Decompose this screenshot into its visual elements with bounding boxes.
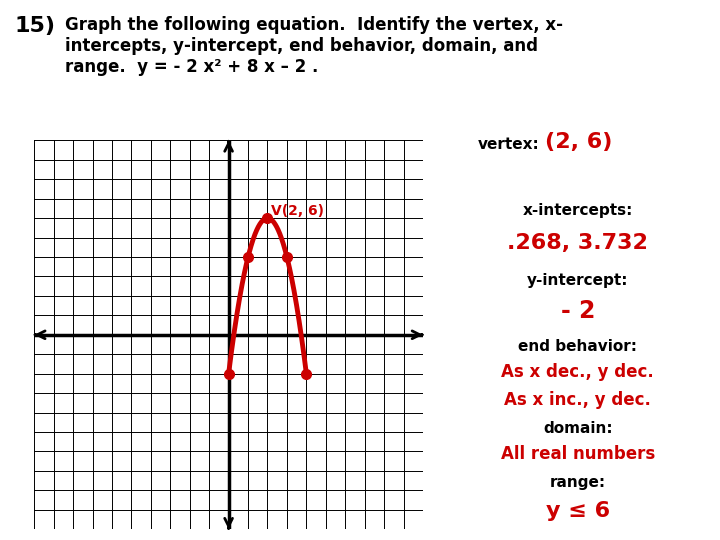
Text: domain:: domain:	[543, 421, 613, 436]
Text: - 2: - 2	[561, 299, 595, 323]
Text: .268, 3.732: .268, 3.732	[508, 233, 648, 253]
Text: (2, 6): (2, 6)	[546, 132, 613, 152]
Text: y ≤ 6: y ≤ 6	[546, 502, 610, 522]
Text: x-intercepts:: x-intercepts:	[523, 203, 633, 218]
Text: 15): 15)	[14, 16, 55, 36]
Text: range:: range:	[550, 475, 606, 490]
Text: Graph the following equation.  Identify the vertex, x-
intercepts, y-intercept, : Graph the following equation. Identify t…	[65, 16, 563, 76]
Text: As x inc., y dec.: As x inc., y dec.	[505, 390, 651, 409]
Text: All real numbers: All real numbers	[500, 445, 655, 463]
Text: vertex:: vertex:	[478, 137, 540, 152]
Text: V(2, 6): V(2, 6)	[271, 204, 325, 218]
Text: end behavior:: end behavior:	[518, 339, 637, 354]
Text: As x dec., y dec.: As x dec., y dec.	[501, 363, 654, 381]
Text: y-intercept:: y-intercept:	[527, 273, 629, 288]
